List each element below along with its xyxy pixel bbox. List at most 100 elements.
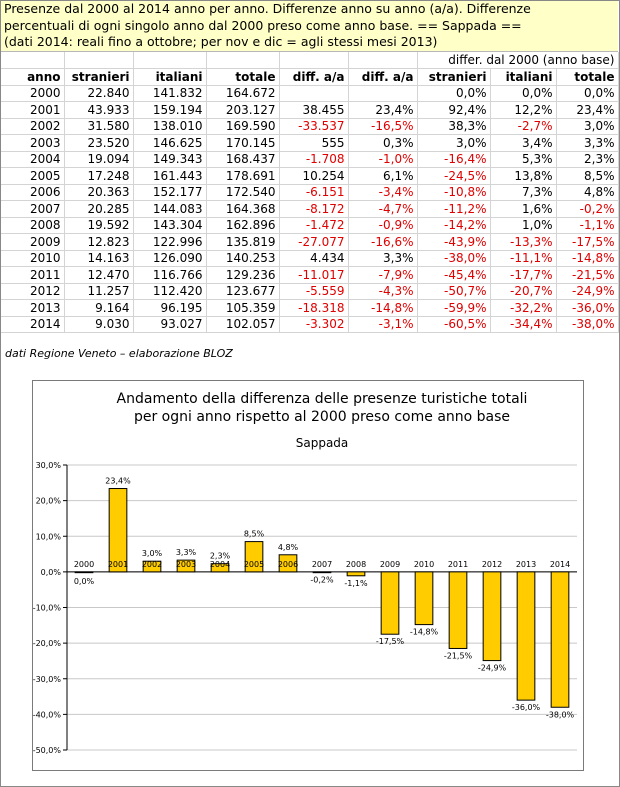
value-cell: 4.434: [279, 250, 349, 267]
value-cell: -0,2%: [556, 200, 619, 218]
value-cell: 122.996: [133, 233, 207, 251]
value-cell: -32,2%: [490, 299, 557, 317]
x-tick-label: 2004: [210, 560, 230, 569]
value-cell: -5.559: [279, 283, 349, 300]
column-header: totale: [206, 68, 280, 86]
value-cell: 112.420: [133, 283, 207, 300]
value-cell: -38,0%: [556, 316, 619, 333]
value-cell: -21,5%: [556, 266, 619, 284]
table-row: 2004 19.094 149.343 168.437 -1.708 -1,0% -16,4…: [1, 151, 619, 168]
value-cell: 22.840: [64, 85, 134, 102]
value-cell: 102.057: [206, 316, 280, 333]
value-cell: 8,5%: [556, 167, 619, 185]
data-label: -38,0%: [546, 710, 575, 719]
x-tick-label: 2009: [380, 560, 400, 569]
value-cell: -24,9%: [556, 283, 619, 300]
value-cell: 93.027: [133, 316, 207, 333]
group-header-row: differ. dal 2000 (anno base): [1, 52, 619, 69]
value-cell: -27.077: [279, 233, 349, 251]
value-cell: -43,9%: [417, 233, 491, 251]
value-cell: -14,8%: [556, 250, 619, 267]
data-label: -17,5%: [376, 637, 405, 646]
data-label: 3,3%: [176, 548, 197, 557]
value-cell: 6,1%: [348, 167, 418, 185]
y-tick-label: 20,0%: [36, 497, 62, 506]
value-cell: 13,8%: [490, 167, 557, 185]
value-cell: -14,2%: [417, 217, 491, 234]
year-cell: 2005: [1, 167, 65, 185]
value-cell: 0,0%: [556, 85, 619, 102]
x-tick-label: 2002: [142, 560, 162, 569]
value-cell: 168.437: [206, 151, 280, 168]
empty-cell: [1, 52, 65, 69]
value-cell: 161.443: [133, 167, 207, 185]
data-label: -1,1%: [344, 579, 368, 588]
year-cell: 2000: [1, 85, 65, 102]
value-cell: 31.580: [64, 118, 134, 135]
value-cell: 129.236: [206, 266, 280, 284]
value-cell: -14,8%: [348, 299, 418, 317]
bar: [448, 571, 468, 649]
value-cell: -20,7%: [490, 283, 557, 300]
bar: [312, 571, 332, 574]
value-cell: 116.766: [133, 266, 207, 284]
table-row: 2012 11.257 112.420 123.677 -5.559 -4,3% -50,7…: [1, 283, 619, 300]
value-cell: 0,0%: [417, 85, 491, 102]
value-cell: -17,7%: [490, 266, 557, 284]
x-tick-label: 2000: [74, 560, 94, 569]
value-cell: 38,3%: [417, 118, 491, 135]
table-row: 2009 12.823 122.996 135.819 -27.077 -16,6% -43…: [1, 233, 619, 251]
value-cell: -1.708: [279, 151, 349, 168]
value-cell: 4,8%: [556, 184, 619, 201]
table-row: 2006 20.363 152.177 172.540 -6.151 -3,4% -10,8…: [1, 184, 619, 201]
value-cell: 10.254: [279, 167, 349, 185]
y-tick-label: 10,0%: [36, 532, 62, 541]
value-cell: 135.819: [206, 233, 280, 251]
value-cell: 3,0%: [417, 134, 491, 152]
data-label: -0,2%: [310, 576, 334, 585]
year-cell: 2006: [1, 184, 65, 201]
x-tick-label: 2013: [516, 560, 536, 569]
value-cell: -1,0%: [348, 151, 418, 168]
value-cell: 23,4%: [556, 101, 619, 119]
year-cell: 2007: [1, 200, 65, 218]
data-table: differ. dal 2000 (anno base) anno stranier…: [1, 52, 619, 333]
x-tick-label: 2008: [346, 560, 366, 569]
table-row: 2008 19.592 143.304 162.896 -1.472 -0,9% -14,2…: [1, 217, 619, 234]
value-cell: -4,7%: [348, 200, 418, 218]
value-cell: 20.285: [64, 200, 134, 218]
x-tick-label: 2001: [108, 560, 128, 569]
value-cell: -16,4%: [417, 151, 491, 168]
value-cell: 138.010: [133, 118, 207, 135]
table-row: 2000 22.840 141.832 164.672 0,0% 0,0% 0,0%: [1, 85, 619, 102]
value-cell: 162.896: [206, 217, 280, 234]
column-header: stranieri: [64, 68, 134, 86]
x-tick-label: 2006: [278, 560, 298, 569]
bar: [516, 571, 536, 701]
value-cell: 123.677: [206, 283, 280, 300]
value-cell: 159.194: [133, 101, 207, 119]
value-cell: 2,3%: [556, 151, 619, 168]
value-cell: 19.094: [64, 151, 134, 168]
table-row: 2002 31.580 138.010 169.590 -33.537 -16,5% 38,…: [1, 118, 619, 135]
value-cell: 12.823: [64, 233, 134, 251]
value-cell: 3,4%: [490, 134, 557, 152]
value-cell: 164.368: [206, 200, 280, 218]
value-cell: -2,7%: [490, 118, 557, 135]
value-cell: 92,4%: [417, 101, 491, 119]
empty-cell: [206, 52, 280, 69]
group-header: differ. dal 2000 (anno base): [417, 52, 619, 69]
y-tick-label: -50,0%: [33, 746, 61, 755]
column-header-row: anno stranieri italiani totale diff. a/a diff…: [1, 68, 619, 86]
bar: [550, 571, 570, 708]
value-cell: 3,3%: [348, 250, 418, 267]
y-tick-label: -40,0%: [33, 710, 61, 719]
column-header: italiani: [490, 68, 557, 86]
table-row: 2003 23.520 146.625 170.145 555 0,3% 3,0% 3,4% 3…: [1, 134, 619, 152]
bar: [346, 571, 366, 577]
value-cell: 178.691: [206, 167, 280, 185]
x-tick-label: 2014: [550, 560, 570, 569]
y-tick-label: 30,0%: [36, 461, 62, 470]
data-label: 4,8%: [278, 543, 299, 552]
value-cell: -50,7%: [417, 283, 491, 300]
